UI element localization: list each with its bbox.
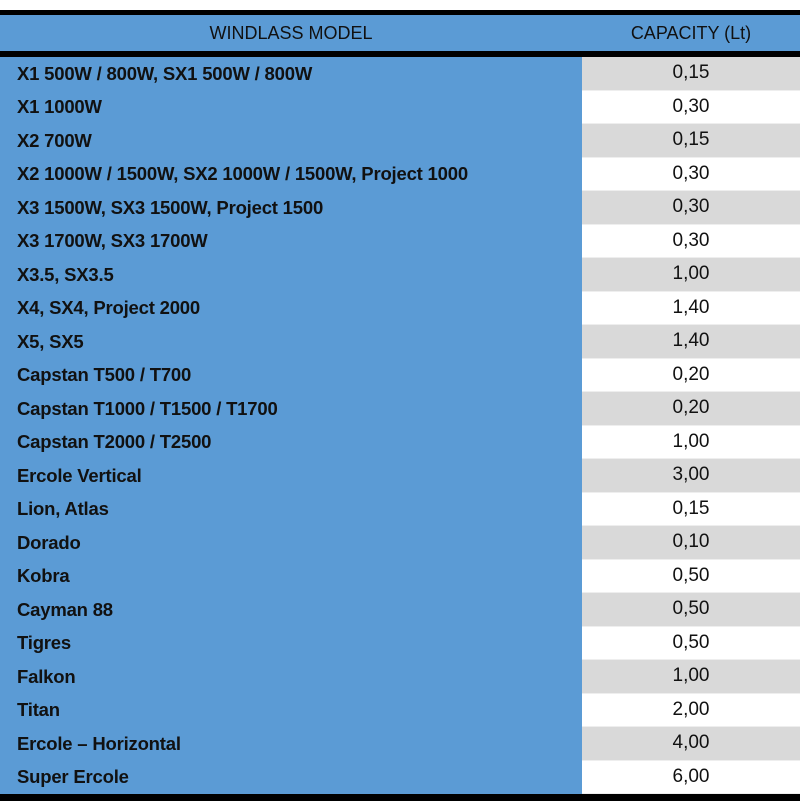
- model-cell: X5, SX5: [0, 325, 582, 359]
- capacity-cell: 1,00: [582, 258, 800, 292]
- model-cell: Ercole – Horizontal: [0, 727, 582, 761]
- model-cell: Capstan T1000 / T1500 / T1700: [0, 392, 582, 426]
- table-row: X1 1000W 0,30: [0, 90, 800, 124]
- capacity-cell: 0,30: [582, 90, 800, 124]
- table-body: X1 500W / 800W, SX1 500W / 800W 0,15 X1 10…: [0, 57, 800, 794]
- table-row: X5, SX5 1,40: [0, 325, 800, 359]
- model-cell: X2 700W: [0, 124, 582, 158]
- model-cell: X3 1500W, SX3 1500W, Project 1500: [0, 191, 582, 225]
- model-cell: Titan: [0, 693, 582, 727]
- capacity-cell: 4,00: [582, 727, 800, 761]
- capacity-cell: 0,15: [582, 57, 800, 91]
- table-row: Capstan T2000 / T2500 1,00: [0, 425, 800, 459]
- model-cell: Cayman 88: [0, 593, 582, 627]
- table-row: X3 1700W, SX3 1700W 0,30: [0, 224, 800, 258]
- table-row: X2 700W 0,15: [0, 124, 800, 158]
- capacity-cell: 1,00: [582, 425, 800, 459]
- capacity-cell: 3,00: [582, 459, 800, 493]
- model-cell: X1 1000W: [0, 90, 582, 124]
- table-row: Dorado 0,10: [0, 526, 800, 560]
- capacity-cell: 1,40: [582, 325, 800, 359]
- capacity-cell: 0,20: [582, 358, 800, 392]
- model-cell: Dorado: [0, 526, 582, 560]
- table-row: Ercole Vertical 3,00: [0, 459, 800, 493]
- table-row: Kobra 0,50: [0, 559, 800, 593]
- header-capacity: CAPACITY (Lt): [630, 22, 752, 43]
- capacity-cell: 0,20: [582, 392, 800, 426]
- table-row: Titan 2,00: [0, 693, 800, 727]
- capacity-cell: 1,40: [582, 291, 800, 325]
- model-cell: X1 500W / 800W, SX1 500W / 800W: [0, 57, 582, 91]
- table-row: X2 1000W / 1500W, SX2 1000W / 1500W, Pro…: [0, 157, 800, 191]
- table-row: Cayman 88 0,50: [0, 593, 800, 627]
- table-row: X3 1500W, SX3 1500W, Project 1500 0,30: [0, 191, 800, 225]
- table-row: X4, SX4, Project 2000 1,40: [0, 291, 800, 325]
- capacity-cell: 0,10: [582, 526, 800, 560]
- table-row: Super Ercole 6,00: [0, 760, 800, 794]
- model-cell: X4, SX4, Project 2000: [0, 291, 582, 325]
- capacity-cell: 1,00: [582, 660, 800, 694]
- table-row: Tigres 0,50: [0, 626, 800, 660]
- model-cell: X3.5, SX3.5: [0, 258, 582, 292]
- capacity-cell: 0,50: [582, 559, 800, 593]
- model-cell: Kobra: [0, 559, 582, 593]
- capacity-cell: 0,15: [582, 492, 800, 526]
- model-cell: Capstan T2000 / T2500: [0, 425, 582, 459]
- table-row: Capstan T1000 / T1500 / T1700 0,20: [0, 392, 800, 426]
- model-cell: Lion, Atlas: [0, 492, 582, 526]
- capacity-cell: 0,50: [582, 626, 800, 660]
- capacity-cell: 2,00: [582, 693, 800, 727]
- capacity-cell: 0,15: [582, 124, 800, 158]
- model-cell: Ercole Vertical: [0, 459, 582, 493]
- capacity-cell: 0,30: [582, 224, 800, 258]
- table-row: Ercole – Horizontal 4,00: [0, 727, 800, 761]
- table-row: Falkon 1,00: [0, 660, 800, 694]
- model-cell: X3 1700W, SX3 1700W: [0, 224, 582, 258]
- table-row: X1 500W / 800W, SX1 500W / 800W 0,15: [0, 57, 800, 91]
- capacity-cell: 0,50: [582, 593, 800, 627]
- capacity-cell: 6,00: [582, 760, 800, 794]
- header-windlass-model: WINDLASS MODEL: [209, 22, 373, 43]
- capacity-table: WINDLASS MODEL CAPACITY (Lt) X1 500W / 8…: [0, 10, 800, 801]
- model-cell: Capstan T500 / T700: [0, 358, 582, 392]
- capacity-cell: 0,30: [582, 191, 800, 225]
- table-row: Capstan T500 / T700 0,20: [0, 358, 800, 392]
- table-row: Lion, Atlas 0,15: [0, 492, 800, 526]
- table-row: X3.5, SX3.5 1,00: [0, 258, 800, 292]
- capacity-cell: 0,30: [582, 157, 800, 191]
- model-cell: Falkon: [0, 660, 582, 694]
- model-cell: Super Ercole: [0, 760, 582, 794]
- table-header: WINDLASS MODEL CAPACITY (Lt): [0, 15, 800, 57]
- model-cell: Tigres: [0, 626, 582, 660]
- model-cell: X2 1000W / 1500W, SX2 1000W / 1500W, Pro…: [0, 157, 582, 191]
